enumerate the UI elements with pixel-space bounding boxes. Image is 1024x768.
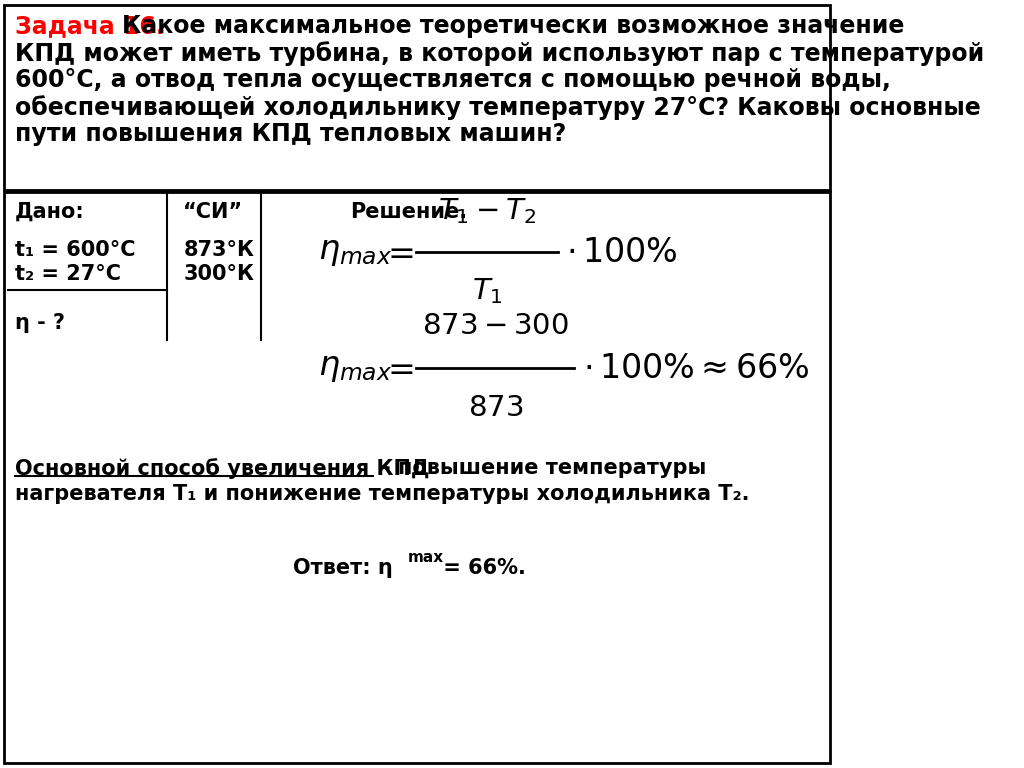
Text: обеспечивающей холодильнику температуру 27°С? Каковы основные: обеспечивающей холодильнику температуру … [14, 95, 980, 120]
Text: $=$: $=$ [381, 236, 415, 269]
Text: Какое максимальное теоретически возможное значение: Какое максимальное теоретически возможно… [122, 14, 904, 38]
Text: нагревателя Т₁ и понижение температуры холодильника Т₂.: нагревателя Т₁ и понижение температуры х… [14, 484, 750, 504]
Text: $=$: $=$ [381, 352, 415, 385]
Text: $\eta_{max}$: $\eta_{max}$ [317, 236, 392, 269]
Text: max: max [408, 550, 443, 565]
Text: $873$: $873$ [468, 394, 523, 422]
Text: $T_1$: $T_1$ [472, 276, 503, 306]
Text: Решение.: Решение. [350, 202, 468, 222]
Text: η - ?: η - ? [14, 313, 65, 333]
Text: – повышение температуры: – повышение температуры [373, 458, 707, 478]
Text: t₂ = 27°С: t₂ = 27°С [14, 264, 121, 284]
Text: Дано:: Дано: [14, 202, 84, 222]
Text: 600°С, а отвод тепла осуществляется с помощью речной воды,: 600°С, а отвод тепла осуществляется с по… [14, 68, 891, 92]
Text: Основной способ увеличения КПД: Основной способ увеличения КПД [14, 458, 429, 479]
Text: = 66%.: = 66%. [436, 558, 525, 578]
Text: $\eta_{max}$: $\eta_{max}$ [317, 352, 392, 385]
Text: t₁ = 600°С: t₁ = 600°С [14, 240, 135, 260]
Text: $T_1 - T_2$: $T_1 - T_2$ [438, 196, 537, 226]
FancyBboxPatch shape [4, 5, 830, 190]
Text: пути повышения КПД тепловых машин?: пути повышения КПД тепловых машин? [14, 122, 566, 146]
Text: “СИ”: “СИ” [183, 202, 244, 222]
Text: $\cdot\,100\%$: $\cdot\,100\%$ [566, 236, 678, 269]
Text: Ответ: η: Ответ: η [293, 558, 393, 578]
Text: 300°К: 300°К [183, 264, 254, 284]
Text: КПД может иметь турбина, в которой используют пар с температурой: КПД может иметь турбина, в которой испол… [14, 41, 984, 66]
Text: 873°К: 873°К [183, 240, 254, 260]
Text: Задача 16.: Задача 16. [14, 14, 165, 38]
Text: $\cdot\,100\% \approx 66\%$: $\cdot\,100\% \approx 66\%$ [583, 352, 809, 385]
Text: $873 - 300$: $873 - 300$ [422, 312, 569, 340]
FancyBboxPatch shape [4, 192, 830, 763]
